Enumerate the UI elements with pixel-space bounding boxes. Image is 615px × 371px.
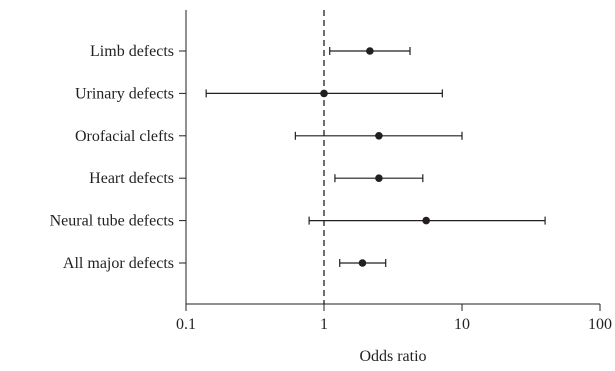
estimate-row: All major defects: [63, 255, 387, 272]
odds-ratio-point: [422, 216, 430, 225]
category-label: All major defects: [63, 255, 174, 272]
estimate-row: Limb defects: [90, 43, 411, 60]
odds-ratio-point: [320, 89, 328, 98]
odds-ratio-point: [366, 47, 374, 55]
category-label: Limb defects: [90, 43, 174, 60]
estimate-row: Neural tube defects: [50, 213, 546, 230]
estimate-rows: Limb defects Urinary defects Orofacial cle…: [50, 43, 546, 272]
category-label: Neural tube defects: [50, 213, 174, 230]
category-label: Heart defects: [89, 170, 174, 187]
estimate-row: Orofacial clefts: [75, 128, 463, 145]
x-tick-label: 0.1: [176, 316, 196, 333]
x-ticks: 0.1 1 10 100: [176, 304, 612, 333]
x-tick-label: 1: [320, 316, 328, 333]
x-tick-label: 10: [454, 316, 470, 333]
x-tick-label: 100: [588, 316, 612, 333]
estimate-row: Urinary defects: [75, 85, 443, 102]
estimate-row: Heart defects: [89, 170, 424, 187]
category-label: Urinary defects: [75, 85, 174, 102]
odds-ratio-point: [358, 259, 367, 267]
x-axis-title: Odds ratio: [359, 348, 426, 365]
category-label: Orofacial clefts: [75, 128, 174, 145]
odds-ratio-point: [375, 174, 383, 182]
odds-ratio-point: [375, 132, 383, 140]
